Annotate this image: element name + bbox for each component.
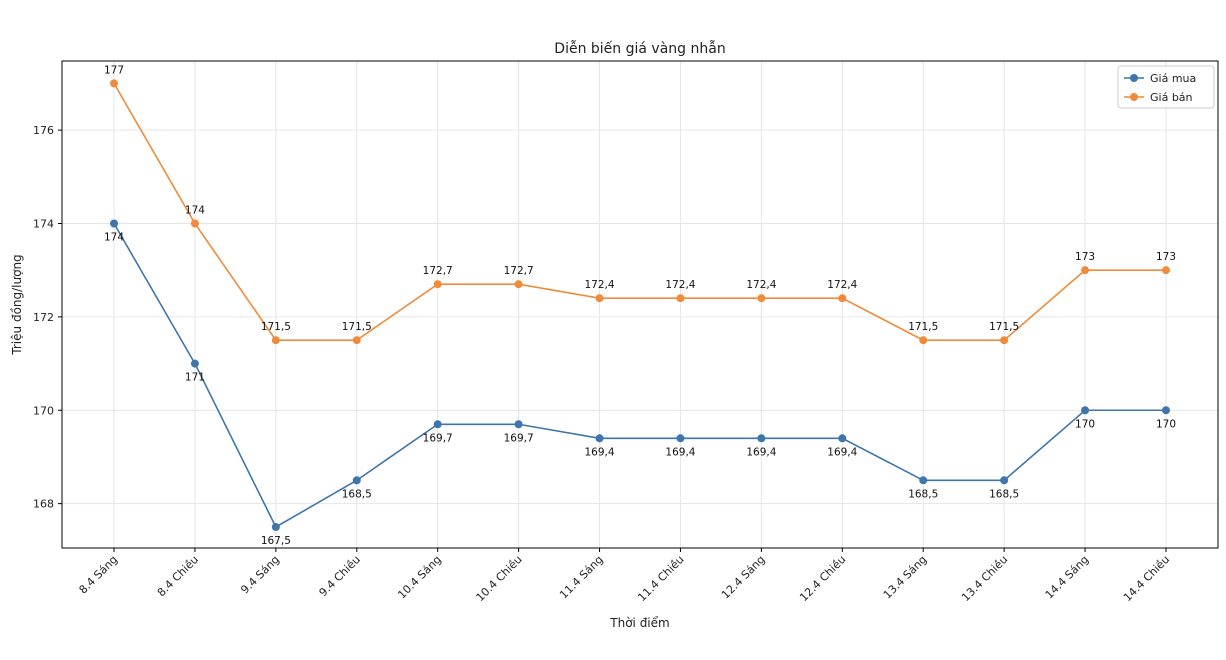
y-tick-label: 176 bbox=[33, 124, 54, 137]
data-label: 168,5 bbox=[908, 488, 938, 500]
data-label: 169,4 bbox=[585, 446, 615, 458]
data-label: 172,7 bbox=[423, 265, 453, 277]
data-point bbox=[1162, 266, 1170, 275]
data-point bbox=[919, 336, 928, 345]
y-tick-label: 168 bbox=[33, 498, 54, 511]
data-label-layer: 174 171 167,5 168,5 169,7 169,7 169,4 169,4 169,… bbox=[104, 64, 1176, 547]
data-label: 173 bbox=[1156, 251, 1176, 263]
data-point bbox=[838, 294, 847, 303]
data-point bbox=[514, 420, 523, 429]
data-point bbox=[1000, 476, 1009, 485]
data-point bbox=[919, 476, 928, 485]
legend: Giá mua Giá bán bbox=[1117, 65, 1215, 109]
data-label: 169,4 bbox=[827, 446, 857, 458]
grid-layer bbox=[62, 61, 1218, 548]
data-point bbox=[1081, 406, 1090, 415]
y-tick-label: 170 bbox=[33, 404, 54, 417]
data-label: 168,5 bbox=[989, 488, 1019, 500]
data-label: 169,4 bbox=[746, 446, 776, 458]
chart-title: Diễn biến giá vàng nhẫn bbox=[554, 40, 725, 57]
data-label: 172,4 bbox=[585, 279, 615, 291]
data-point bbox=[110, 79, 118, 88]
data-point bbox=[838, 434, 847, 443]
data-label: 171,5 bbox=[342, 321, 372, 333]
series-line bbox=[113, 83, 1166, 342]
data-point bbox=[190, 359, 199, 368]
plot-frame bbox=[61, 60, 1219, 549]
y-tick-label: 174 bbox=[33, 217, 54, 230]
y-axis-title: Triệu đồng/lượng bbox=[10, 254, 24, 355]
data-label: 171 bbox=[185, 372, 205, 384]
data-point bbox=[1162, 406, 1170, 415]
data-point bbox=[514, 280, 523, 289]
data-label: 177 bbox=[104, 64, 124, 76]
y-tick-label: 172 bbox=[33, 311, 54, 324]
data-label: 172,4 bbox=[665, 279, 695, 291]
data-label: 171,5 bbox=[989, 321, 1019, 333]
data-point bbox=[757, 294, 766, 303]
series-layer bbox=[110, 79, 1170, 531]
data-point bbox=[676, 294, 685, 303]
data-point bbox=[1000, 336, 1009, 345]
data-point bbox=[595, 294, 604, 303]
data-point bbox=[271, 522, 280, 531]
data-point bbox=[1081, 266, 1090, 275]
series-line bbox=[113, 223, 1166, 529]
data-point bbox=[595, 434, 604, 443]
data-point bbox=[352, 336, 361, 345]
data-label: 172,4 bbox=[827, 279, 857, 291]
data-label: 170 bbox=[1156, 418, 1176, 430]
data-label: 172,7 bbox=[504, 265, 534, 277]
data-label: 170 bbox=[1075, 418, 1095, 430]
data-point bbox=[433, 280, 442, 289]
data-label: 171,5 bbox=[261, 321, 291, 333]
data-point bbox=[110, 219, 118, 228]
data-label: 174 bbox=[104, 231, 124, 243]
legend-marker bbox=[1130, 93, 1138, 101]
data-label: 167,5 bbox=[261, 535, 291, 547]
data-label: 174 bbox=[185, 204, 205, 216]
data-label: 173 bbox=[1075, 251, 1095, 263]
data-label: 168,5 bbox=[342, 488, 372, 500]
data-point bbox=[352, 476, 361, 485]
data-label: 169,7 bbox=[504, 432, 534, 444]
legend-entry: Giá bán bbox=[1150, 91, 1193, 104]
legend-marker bbox=[1130, 74, 1138, 82]
data-point bbox=[433, 420, 442, 429]
data-label: 169,7 bbox=[423, 432, 453, 444]
legend-entry: Giá mua bbox=[1150, 72, 1196, 85]
data-point bbox=[190, 219, 199, 228]
data-point bbox=[271, 336, 280, 345]
data-point bbox=[757, 434, 766, 443]
data-label: 172,4 bbox=[746, 279, 776, 291]
data-label: 169,4 bbox=[665, 446, 695, 458]
x-axis-title: Thời điểm bbox=[609, 616, 669, 630]
data-label: 171,5 bbox=[908, 321, 938, 333]
data-point bbox=[676, 434, 685, 443]
